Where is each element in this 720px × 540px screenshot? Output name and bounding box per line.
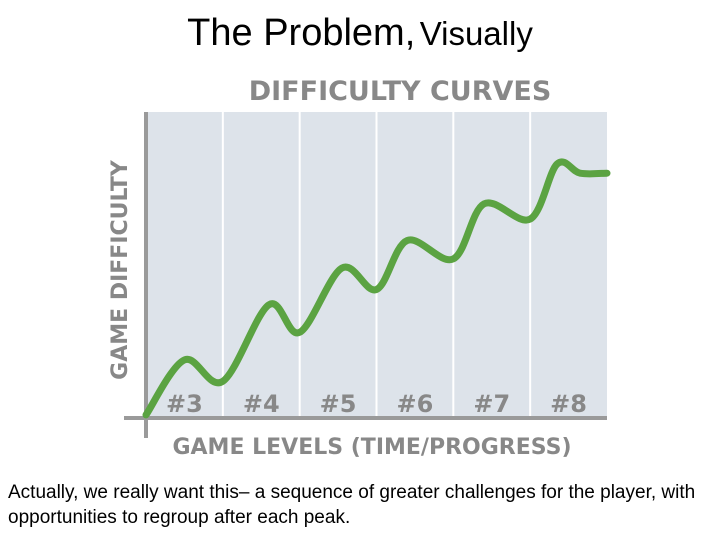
tick-label: #8 [550, 390, 587, 418]
x-axis-label: GAME LEVELS (TIME/PROGRESS) [172, 435, 571, 460]
series-line-difficulty [142, 158, 611, 419]
slide-title-sub: Visually [419, 15, 533, 52]
tick-label: #7 [473, 390, 510, 418]
slide-title: The Problem, Visually [0, 12, 720, 55]
tick-labels: #3 #4 #5 #6 #7 #8 [166, 390, 587, 418]
slide-title-main: The Problem, [187, 12, 416, 54]
tick-label: #4 [243, 390, 280, 418]
grid-lines [221, 112, 532, 418]
difficulty-curves-chart: DIFFICULTY CURVES GAME DIFFICULTY GAME L… [108, 76, 611, 460]
tick-label: #6 [397, 390, 434, 418]
tick-label: #5 [320, 390, 357, 418]
tick-label: #3 [166, 390, 203, 418]
y-axis-label: GAME DIFFICULTY [108, 159, 133, 380]
chart-title: DIFFICULTY CURVES [249, 76, 552, 107]
caption-text: Actually, we really want this– a sequenc… [8, 482, 696, 528]
